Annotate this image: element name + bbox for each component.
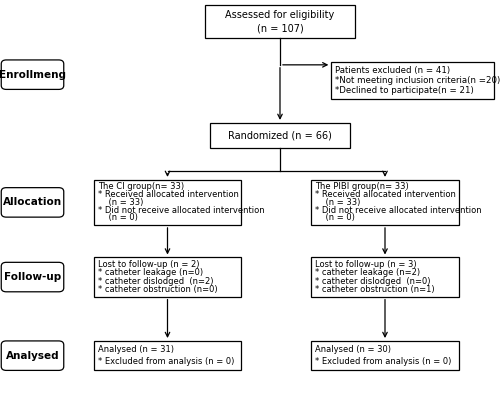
Text: Randomized (n = 66): Randomized (n = 66) bbox=[228, 130, 332, 141]
Text: (n = 33): (n = 33) bbox=[98, 198, 143, 207]
Text: * catheter obstruction (n=0): * catheter obstruction (n=0) bbox=[98, 285, 218, 294]
FancyBboxPatch shape bbox=[331, 62, 494, 99]
FancyBboxPatch shape bbox=[2, 341, 64, 370]
FancyBboxPatch shape bbox=[94, 341, 242, 370]
Text: Follow-up: Follow-up bbox=[4, 272, 61, 282]
Text: Analysed (n = 30): Analysed (n = 30) bbox=[316, 345, 392, 354]
Text: Assessed for eligibility: Assessed for eligibility bbox=[226, 10, 334, 20]
Text: * catheter dislodged  (n=0): * catheter dislodged (n=0) bbox=[316, 277, 431, 286]
FancyBboxPatch shape bbox=[311, 180, 459, 225]
Text: * catheter dislodged  (n=2): * catheter dislodged (n=2) bbox=[98, 277, 213, 286]
Text: Analysed (n = 31): Analysed (n = 31) bbox=[98, 345, 174, 354]
Text: * Received allocated intervention: * Received allocated intervention bbox=[316, 190, 456, 199]
Text: * Did not receive allocated intervention: * Did not receive allocated intervention bbox=[98, 206, 264, 215]
FancyBboxPatch shape bbox=[2, 188, 64, 217]
FancyBboxPatch shape bbox=[311, 341, 459, 370]
FancyBboxPatch shape bbox=[210, 123, 350, 148]
Text: * catheter obstruction (n=1): * catheter obstruction (n=1) bbox=[316, 285, 435, 294]
Text: Lost to follow-up (n = 2): Lost to follow-up (n = 2) bbox=[98, 260, 199, 269]
Text: * Excluded from analysis (n = 0): * Excluded from analysis (n = 0) bbox=[98, 357, 234, 366]
Text: Patients excluded (n = 41): Patients excluded (n = 41) bbox=[335, 66, 450, 75]
Text: Allocation: Allocation bbox=[3, 197, 62, 208]
Text: (n = 107): (n = 107) bbox=[256, 24, 304, 33]
FancyBboxPatch shape bbox=[94, 257, 242, 297]
FancyBboxPatch shape bbox=[205, 5, 355, 38]
Text: Lost to follow-up (n = 3): Lost to follow-up (n = 3) bbox=[316, 260, 417, 269]
Text: * Received allocated intervention: * Received allocated intervention bbox=[98, 190, 238, 199]
Text: * Excluded from analysis (n = 0): * Excluded from analysis (n = 0) bbox=[316, 357, 452, 366]
FancyBboxPatch shape bbox=[94, 180, 242, 225]
Text: * Did not receive allocated intervention: * Did not receive allocated intervention bbox=[316, 206, 482, 215]
Text: (n = 0): (n = 0) bbox=[316, 213, 355, 222]
Text: * catheter leakage (n=2): * catheter leakage (n=2) bbox=[316, 268, 420, 277]
Text: *Not meeting inclusion criteria(n =20): *Not meeting inclusion criteria(n =20) bbox=[335, 76, 500, 85]
FancyBboxPatch shape bbox=[2, 263, 64, 292]
FancyBboxPatch shape bbox=[311, 257, 459, 297]
Text: (n = 0): (n = 0) bbox=[98, 213, 138, 222]
Text: The CI group(n= 33): The CI group(n= 33) bbox=[98, 182, 184, 191]
Text: The PIBI group(n= 33): The PIBI group(n= 33) bbox=[316, 182, 409, 191]
Text: Analysed: Analysed bbox=[6, 351, 60, 361]
Text: *Declined to participate(n = 21): *Declined to participate(n = 21) bbox=[335, 86, 474, 95]
Text: Enrollmeng: Enrollmeng bbox=[0, 70, 66, 80]
Text: * catheter leakage (n=0): * catheter leakage (n=0) bbox=[98, 268, 203, 277]
Text: (n = 33): (n = 33) bbox=[316, 198, 360, 207]
FancyBboxPatch shape bbox=[2, 60, 64, 89]
